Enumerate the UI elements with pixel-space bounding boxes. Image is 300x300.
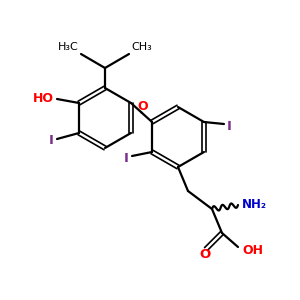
Text: I: I bbox=[227, 119, 232, 133]
Text: OH: OH bbox=[242, 244, 263, 257]
Text: I: I bbox=[124, 152, 129, 164]
Text: NH₂: NH₂ bbox=[242, 197, 267, 211]
Text: I: I bbox=[49, 134, 54, 148]
Text: H₃C: H₃C bbox=[58, 42, 79, 52]
Text: O: O bbox=[200, 248, 211, 260]
Text: CH₃: CH₃ bbox=[131, 42, 152, 52]
Text: O: O bbox=[137, 100, 148, 113]
Text: HO: HO bbox=[33, 92, 54, 104]
